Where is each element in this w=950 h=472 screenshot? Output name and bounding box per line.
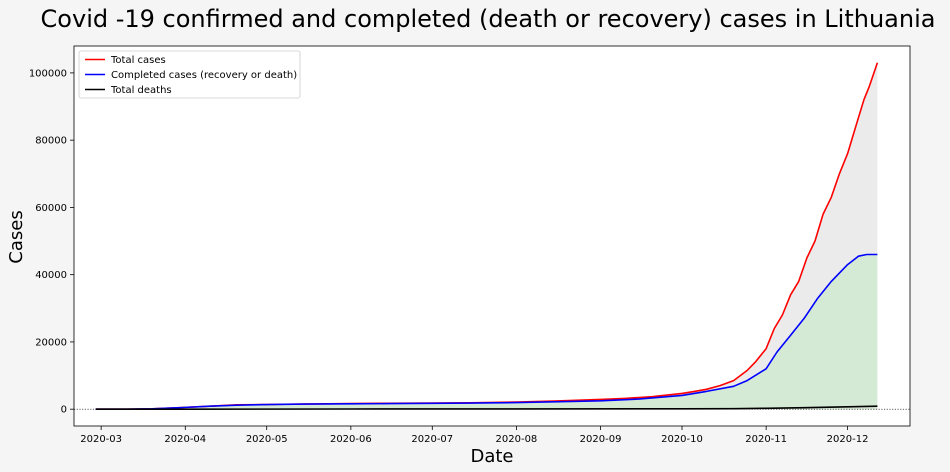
x-tick-label: 2020-05 xyxy=(246,434,288,445)
y-tick-label: 100000 xyxy=(29,68,67,79)
line-completed-cases xyxy=(95,253,878,410)
completed-cases-area xyxy=(95,254,878,410)
plot-frame xyxy=(73,45,911,427)
legend-box xyxy=(78,50,301,99)
line-total-deaths xyxy=(95,405,878,410)
series-lines xyxy=(95,62,879,410)
legend: Total cases Completed cases (recovery or… xyxy=(78,50,301,99)
x-tick-label: 2020-11 xyxy=(745,434,787,445)
x-tick-label: 2020-10 xyxy=(661,434,703,445)
x-axis-ticks: 2020-03 2020-04 2020-05 2020-06 2020-07 2020-… xyxy=(80,426,868,445)
legend-label-completed-cases: Completed cases (recovery or death) xyxy=(111,70,297,81)
x-tick-label: 2020-08 xyxy=(496,434,538,445)
y-axis-ticks: 0 20000 40000 60000 80000 100000 xyxy=(29,68,74,416)
x-tick-label: 2020-04 xyxy=(164,434,206,445)
y-tick-label: 40000 xyxy=(35,270,67,281)
y-tick-label: 20000 xyxy=(35,337,67,348)
y-axis-label: Cases xyxy=(6,210,27,263)
legend-label-total-deaths: Total deaths xyxy=(110,85,172,96)
x-tick-label: 2020-07 xyxy=(411,434,453,445)
y-tick-label: 60000 xyxy=(35,203,67,214)
x-tick-label: 2020-09 xyxy=(580,434,622,445)
x-axis-label: Date xyxy=(470,446,513,467)
area-fills xyxy=(95,62,878,410)
chart-title: Covid -19 confirmed and completed (death… xyxy=(41,5,936,33)
x-tick-label: 2020-12 xyxy=(827,434,869,445)
y-tick-label: 80000 xyxy=(35,136,67,147)
x-tick-label: 2020-03 xyxy=(80,434,122,445)
x-tick-label: 2020-06 xyxy=(330,434,372,445)
y-tick-label: 0 xyxy=(61,405,67,416)
legend-label-total-cases: Total cases xyxy=(110,55,166,66)
